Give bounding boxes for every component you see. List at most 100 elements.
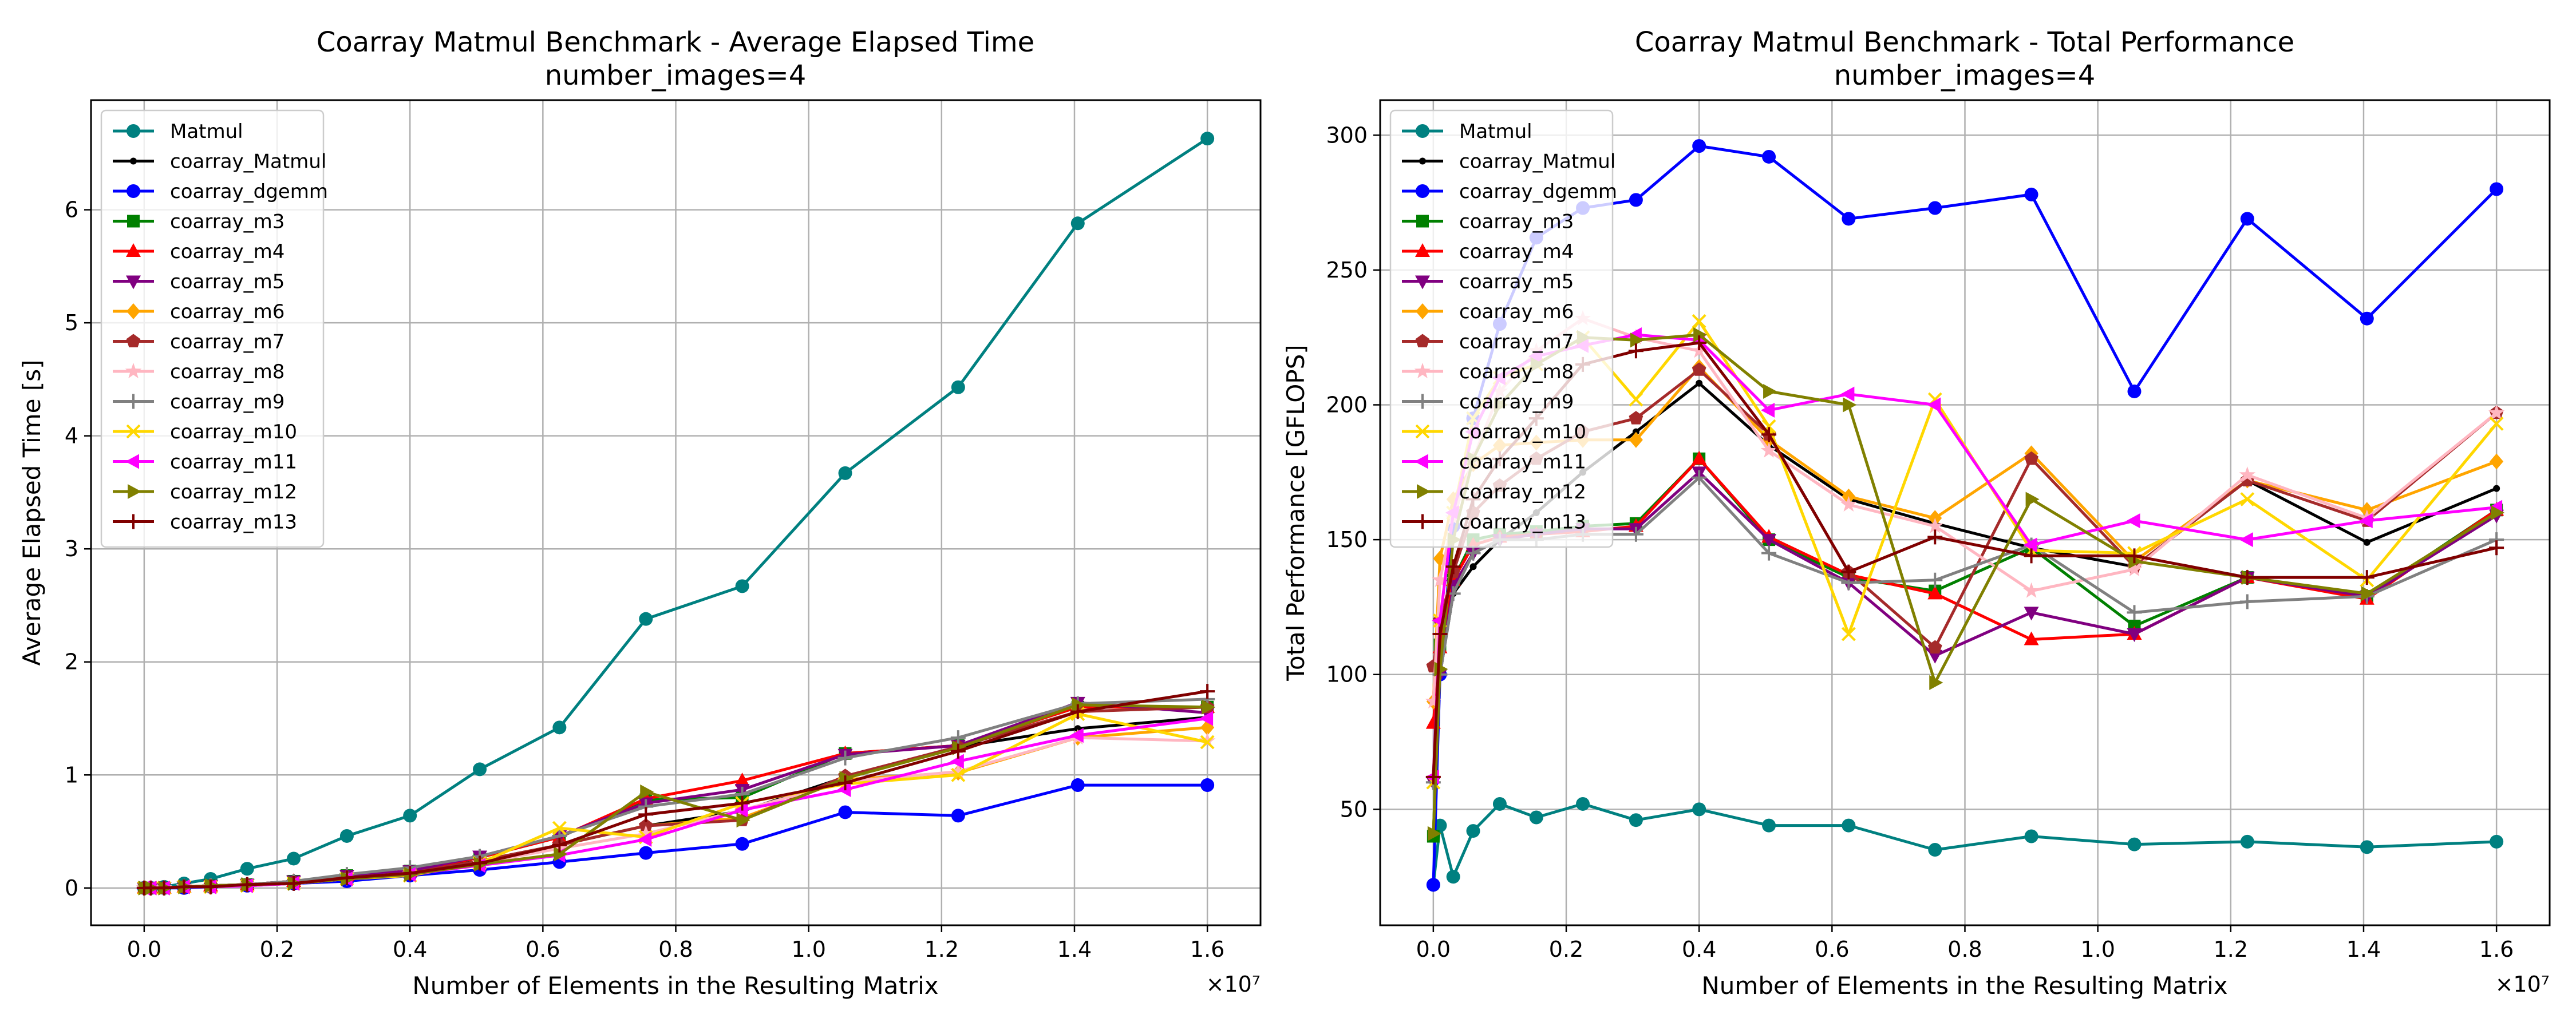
elapsed-time-data-point-coarray-m13 bbox=[1070, 704, 1085, 719]
total-performance-data-point-coarray-m11 bbox=[2023, 537, 2037, 553]
elapsed-time-data-point-coarray-m13 bbox=[176, 879, 192, 894]
total-performance-data-point-coarray-m10 bbox=[1841, 627, 1856, 641]
elapsed-time-x-tick-label: 0.0 bbox=[127, 937, 161, 962]
elapsed-time-data-point-coarray-m10 bbox=[1200, 735, 1215, 750]
elapsed-time-legend-marker bbox=[126, 514, 141, 529]
elapsed-time-y-tick-label: 4 bbox=[65, 423, 78, 449]
total-performance-legend-entry-coarray-m5: coarray_m5 bbox=[1402, 271, 1574, 294]
total-performance-data-point-coarray-m5 bbox=[2024, 607, 2039, 621]
elapsed-time-data-point-coarray-m8 bbox=[1199, 732, 1216, 748]
total-performance-data-point-matmul bbox=[1842, 818, 1856, 833]
elapsed-time-data-point-matmul bbox=[473, 762, 487, 777]
elapsed-time-data-point-matmul bbox=[1070, 216, 1085, 231]
elapsed-time-legend-marker bbox=[126, 243, 141, 257]
total-performance-x-exponent-label: ×10⁷ bbox=[2495, 972, 2550, 997]
elapsed-time-legend-entry-coarray-m5: coarray_m5 bbox=[113, 271, 285, 294]
total-performance-legend-label: coarray_m3 bbox=[1459, 211, 1574, 233]
total-performance-legend-marker bbox=[1415, 275, 1430, 290]
elapsed-time-data-point-matmul bbox=[838, 466, 852, 480]
elapsed-time-data-point-coarray-m9 bbox=[837, 750, 853, 766]
total-performance-legend-marker bbox=[1416, 303, 1429, 319]
elapsed-time-x-tick-label: 0.6 bbox=[526, 937, 560, 962]
elapsed-time-data-point-coarray-m10 bbox=[552, 821, 567, 835]
elapsed-time-data-point-matmul bbox=[403, 809, 417, 823]
total-performance-data-point-coarray-m9 bbox=[1692, 470, 1707, 485]
elapsed-time-data-point-coarray-m13 bbox=[552, 837, 567, 853]
elapsed-time-data-point-matmul bbox=[735, 579, 749, 593]
total-performance-data-point-coarray-m4 bbox=[1692, 450, 1707, 465]
elapsed-time-x-tick-label: 0.4 bbox=[393, 937, 427, 962]
total-performance-data-point-coarray-m11 bbox=[1761, 402, 1775, 418]
total-performance-data-point-coarray-m8 bbox=[2126, 561, 2143, 577]
elapsed-time-legend-label: coarray_m9 bbox=[170, 391, 285, 414]
total-performance-data-point-coarray-m11 bbox=[2126, 513, 2140, 529]
elapsed-time-data-point-coarray-m13 bbox=[837, 775, 853, 791]
elapsed-time-data-point-coarray-m13 bbox=[734, 795, 750, 811]
elapsed-time-legend-label: coarray_m12 bbox=[170, 481, 297, 504]
total-performance-data-point-coarray-m12 bbox=[1427, 826, 1441, 841]
total-performance-data-point-coarray-m11 bbox=[2239, 532, 2253, 548]
total-performance-data-point-coarray-m10 bbox=[2489, 417, 2504, 431]
elapsed-time-data-point-coarray-m13 bbox=[638, 807, 654, 822]
elapsed-time-legend-marker bbox=[126, 334, 141, 347]
total-performance-y-tick-label: 200 bbox=[1326, 393, 1368, 418]
elapsed-time-legend-entry-coarray-m6: coarray_m6 bbox=[113, 300, 285, 323]
elapsed-time-data-point-coarray-dgemm bbox=[639, 846, 653, 860]
total-performance-legend-marker bbox=[1415, 454, 1428, 469]
total-performance-legend-label: coarray_m5 bbox=[1459, 271, 1574, 294]
elapsed-time-legend-marker bbox=[125, 363, 142, 379]
elapsed-time-legend-label: coarray_m7 bbox=[170, 331, 285, 354]
elapsed-time-legend-label: coarray_m6 bbox=[170, 300, 285, 323]
elapsed-time-data-point-coarray-dgemm bbox=[838, 805, 852, 819]
total-performance-legend-entry-coarray-m10: coarray_m10 bbox=[1402, 421, 1586, 443]
elapsed-time-data-point-coarray-m10 bbox=[951, 767, 966, 782]
total-performance-data-point-coarray-m8 bbox=[2239, 466, 2256, 482]
total-performance-legend-marker bbox=[1415, 334, 1430, 347]
total-performance-y-tick-label: 100 bbox=[1326, 662, 1368, 687]
total-performance-data-point-matmul bbox=[1529, 810, 1543, 825]
elapsed-time-data-point-coarray-m11 bbox=[1199, 711, 1214, 726]
total-performance-data-point-coarray-m13 bbox=[1432, 627, 1448, 642]
elapsed-time-legend-label: coarray_m5 bbox=[170, 271, 285, 294]
elapsed-time-data-point-coarray-m13 bbox=[472, 855, 488, 871]
total-performance-legend-box bbox=[1389, 109, 1614, 548]
elapsed-time-data-point-matmul bbox=[287, 851, 301, 866]
total-performance-data-point-matmul bbox=[1692, 802, 1706, 817]
elapsed-time-legend-label: coarray_m4 bbox=[170, 240, 285, 263]
total-performance-legend-entry-coarray-m12: coarray_m12 bbox=[1402, 481, 1586, 504]
elapsed-time-y-tick-label: 2 bbox=[65, 649, 78, 675]
total-performance-data-point-coarray-m9 bbox=[2239, 594, 2255, 609]
elapsed-time-legend-label: coarray_m8 bbox=[170, 360, 285, 383]
elapsed-time-data-point-coarray-m7 bbox=[638, 818, 653, 832]
total-performance-legend-label: coarray_m8 bbox=[1459, 360, 1574, 383]
total-performance-data-point-matmul bbox=[1762, 818, 1776, 833]
elapsed-time-data-point-matmul bbox=[240, 862, 254, 876]
total-performance-data-point-coarray-m8 bbox=[1425, 692, 1442, 708]
elapsed-time-legend-marker bbox=[125, 454, 139, 469]
total-performance-data-point-coarray-dgemm bbox=[2024, 187, 2038, 201]
total-performance-data-point-coarray-m8 bbox=[1432, 571, 1448, 587]
total-performance-data-point-coarray-dgemm bbox=[1842, 212, 1856, 226]
elapsed-time-data-point-coarray-m12 bbox=[1202, 699, 1216, 715]
total-performance-data-point-coarray-m8 bbox=[2488, 404, 2505, 420]
total-performance-data-point-coarray-matmul bbox=[2493, 485, 2500, 492]
elapsed-time-legend-label: coarray_m10 bbox=[170, 421, 297, 443]
elapsed-time-legend-label: coarray_m3 bbox=[170, 211, 285, 233]
total-performance-data-point-matmul bbox=[1492, 797, 1507, 811]
total-performance-x-axis-label: Number of Elements in the Resulting Matr… bbox=[1701, 972, 2227, 1000]
total-performance-data-point-coarray-m9 bbox=[1761, 545, 1777, 561]
elapsed-time-legend-marker bbox=[130, 157, 137, 165]
elapsed-time-data-point-matmul bbox=[951, 380, 965, 394]
elapsed-time-legend-entry-coarray-m8: coarray_m8 bbox=[113, 360, 285, 383]
total-performance-data-point-coarray-dgemm bbox=[2240, 212, 2254, 226]
total-performance-data-point-matmul bbox=[1446, 870, 1460, 884]
elapsed-time-legend-marker bbox=[126, 424, 141, 439]
elapsed-time-data-point-coarray-m13 bbox=[156, 880, 172, 896]
total-performance-legend-label: Matmul bbox=[1459, 120, 1532, 143]
total-performance-data-point-coarray-m9 bbox=[1927, 572, 1943, 588]
total-performance-legend-entry-coarray-m3: coarray_m3 bbox=[1402, 211, 1574, 233]
elapsed-time-data-point-coarray-m8 bbox=[950, 763, 967, 779]
total-performance-x-tick-label: 0.6 bbox=[1815, 937, 1849, 962]
elapsed-time-data-point-coarray-m9 bbox=[950, 730, 966, 746]
elapsed-time-legend-label: coarray_m13 bbox=[170, 511, 297, 534]
